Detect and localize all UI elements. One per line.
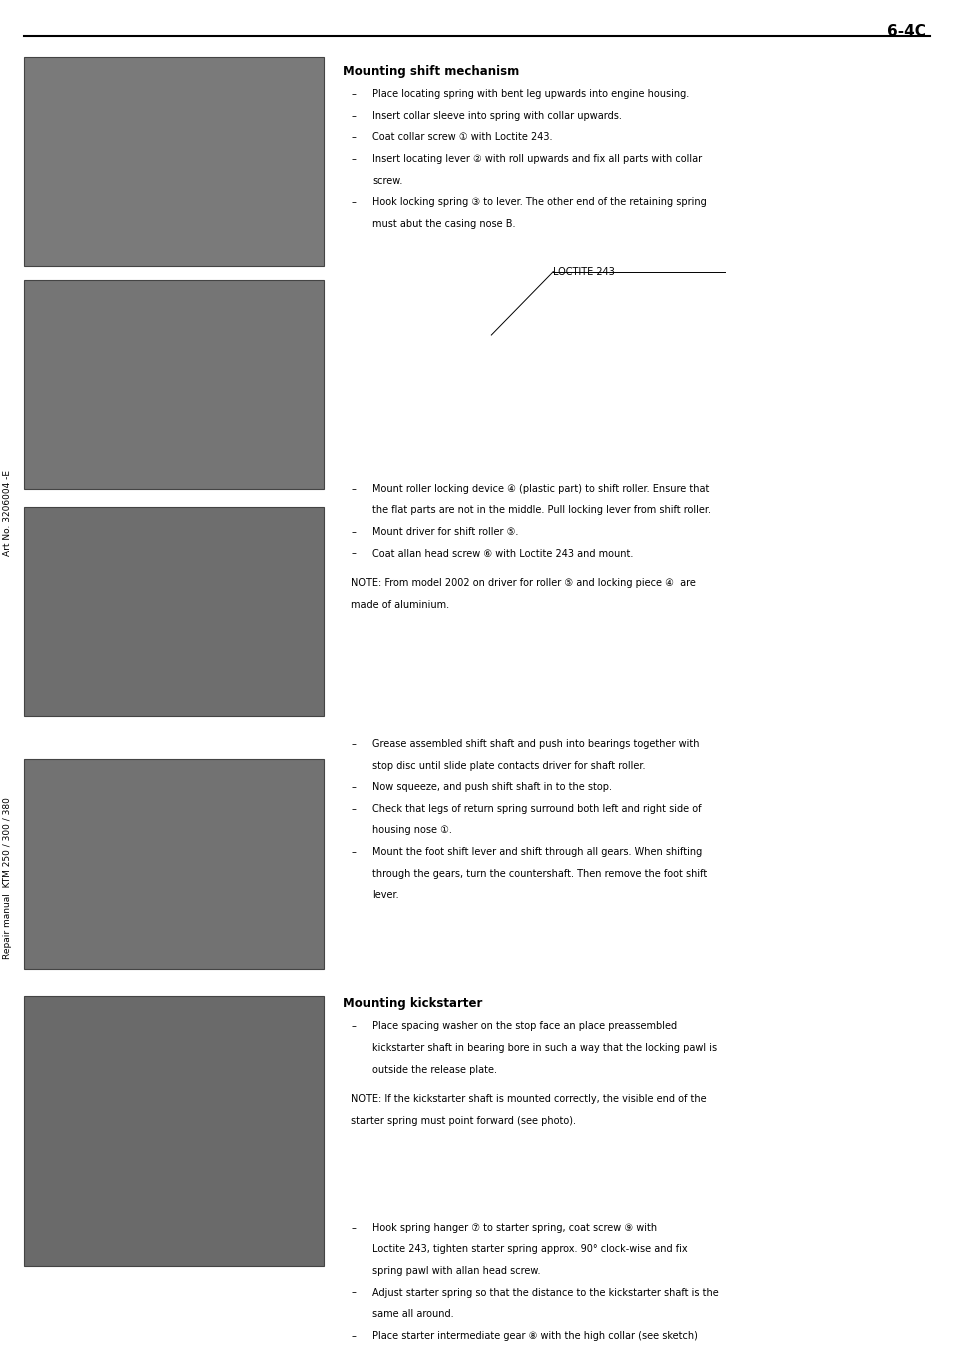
Text: outside the release plate.: outside the release plate. xyxy=(372,1065,497,1074)
Text: Repair manual  KTM 250 / 300 / 380: Repair manual KTM 250 / 300 / 380 xyxy=(3,797,12,959)
Text: Place spacing washer on the stop face an place preassembled: Place spacing washer on the stop face an… xyxy=(372,1021,677,1031)
Text: –: – xyxy=(351,89,355,99)
Text: –: – xyxy=(351,1021,355,1031)
Bar xyxy=(24,280,324,489)
Text: must abut the casing nose B.: must abut the casing nose B. xyxy=(372,219,515,228)
Text: –: – xyxy=(351,739,355,748)
Text: –: – xyxy=(351,1288,355,1297)
Text: 6-4C: 6-4C xyxy=(885,24,924,39)
Text: –: – xyxy=(351,111,355,120)
Text: Hook spring hanger ⑦ to starter spring, coat screw ⑨ with: Hook spring hanger ⑦ to starter spring, … xyxy=(372,1223,657,1232)
Text: LOCTITE 243: LOCTITE 243 xyxy=(553,267,615,277)
Text: –: – xyxy=(351,527,355,536)
Text: –: – xyxy=(351,132,355,142)
Text: Grease assembled shift shaft and push into bearings together with: Grease assembled shift shaft and push in… xyxy=(372,739,699,748)
Text: housing nose ①.: housing nose ①. xyxy=(372,825,452,835)
Text: the flat parts are not in the middle. Pull locking lever from shift roller.: the flat parts are not in the middle. Pu… xyxy=(372,505,710,515)
Text: –: – xyxy=(351,1331,355,1340)
Text: Adjust starter spring so that the distance to the kickstarter shaft is the: Adjust starter spring so that the distan… xyxy=(372,1288,718,1297)
Text: spring pawl with allan head screw.: spring pawl with allan head screw. xyxy=(372,1266,540,1275)
Bar xyxy=(24,996,324,1266)
Text: –: – xyxy=(351,197,355,207)
Text: Loctite 243, tighten starter spring approx. 90° clock-wise and fix: Loctite 243, tighten starter spring appr… xyxy=(372,1244,687,1254)
Text: Insert locating lever ② with roll upwards and fix all parts with collar: Insert locating lever ② with roll upward… xyxy=(372,154,701,163)
Text: Mount the foot shift lever and shift through all gears. When shifting: Mount the foot shift lever and shift thr… xyxy=(372,847,701,857)
Text: Hook locking spring ③ to lever. The other end of the retaining spring: Hook locking spring ③ to lever. The othe… xyxy=(372,197,706,207)
Bar xyxy=(24,759,324,969)
Text: kickstarter shaft in bearing bore in such a way that the locking pawl is: kickstarter shaft in bearing bore in suc… xyxy=(372,1043,717,1052)
Text: Insert collar sleeve into spring with collar upwards.: Insert collar sleeve into spring with co… xyxy=(372,111,621,120)
Text: Place starter intermediate gear ⑧ with the high collar (see sketch): Place starter intermediate gear ⑧ with t… xyxy=(372,1331,698,1340)
Text: Mounting kickstarter: Mounting kickstarter xyxy=(343,997,482,1011)
Text: Art No. 3206004 -E: Art No. 3206004 -E xyxy=(3,470,12,557)
Text: Now squeeze, and push shift shaft in to the stop.: Now squeeze, and push shift shaft in to … xyxy=(372,782,612,792)
Text: starter spring must point forward (see photo).: starter spring must point forward (see p… xyxy=(351,1116,576,1125)
Text: screw.: screw. xyxy=(372,176,402,185)
Bar xyxy=(24,57,324,266)
Text: made of aluminium.: made of aluminium. xyxy=(351,600,449,609)
Text: –: – xyxy=(351,484,355,493)
Bar xyxy=(24,507,324,716)
Text: Place locating spring with bent leg upwards into engine housing.: Place locating spring with bent leg upwa… xyxy=(372,89,689,99)
Text: through the gears, turn the countershaft. Then remove the foot shift: through the gears, turn the countershaft… xyxy=(372,869,706,878)
Text: Coat collar screw ① with Loctite 243.: Coat collar screw ① with Loctite 243. xyxy=(372,132,552,142)
Text: Mounting shift mechanism: Mounting shift mechanism xyxy=(343,65,519,78)
Text: –: – xyxy=(351,847,355,857)
Text: same all around.: same all around. xyxy=(372,1309,454,1319)
Text: stop disc until slide plate contacts driver for shaft roller.: stop disc until slide plate contacts dri… xyxy=(372,761,645,770)
Text: lever.: lever. xyxy=(372,890,398,900)
Text: –: – xyxy=(351,804,355,813)
Text: Check that legs of return spring surround both left and right side of: Check that legs of return spring surroun… xyxy=(372,804,700,813)
Text: –: – xyxy=(351,1223,355,1232)
Text: –: – xyxy=(351,782,355,792)
Text: –: – xyxy=(351,154,355,163)
Text: NOTE: From model 2002 on driver for roller ⑤ and locking piece ④  are: NOTE: From model 2002 on driver for roll… xyxy=(351,578,696,588)
Text: NOTE: If the kickstarter shaft is mounted correctly, the visible end of the: NOTE: If the kickstarter shaft is mounte… xyxy=(351,1094,706,1104)
Text: Mount roller locking device ④ (plastic part) to shift roller. Ensure that: Mount roller locking device ④ (plastic p… xyxy=(372,484,709,493)
Text: –: – xyxy=(351,549,355,558)
Text: Mount driver for shift roller ⑤.: Mount driver for shift roller ⑤. xyxy=(372,527,517,536)
Text: Coat allan head screw ⑥ with Loctite 243 and mount.: Coat allan head screw ⑥ with Loctite 243… xyxy=(372,549,633,558)
